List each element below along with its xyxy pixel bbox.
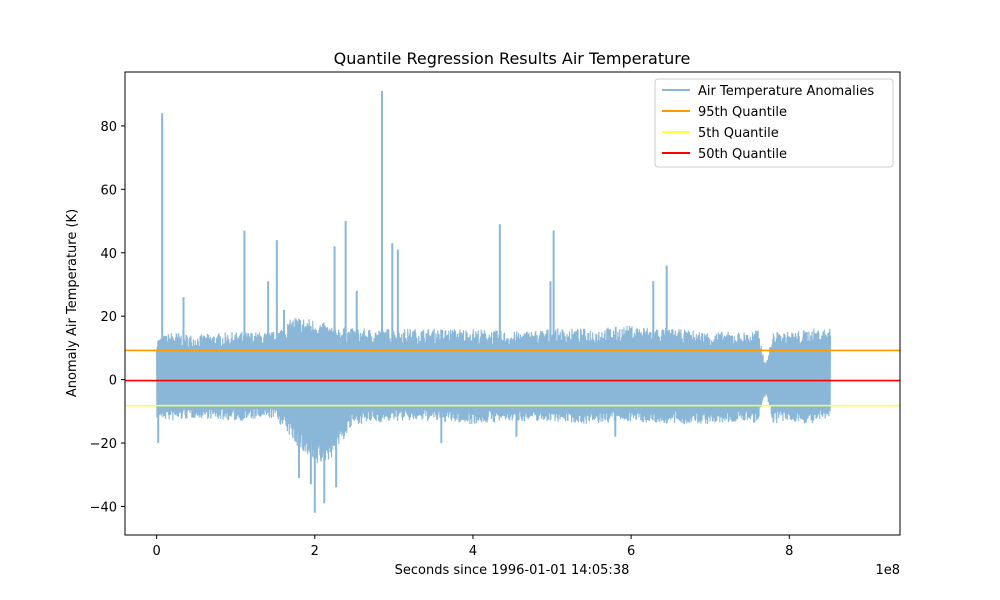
y-tick-label: 0 xyxy=(109,374,117,389)
plot-content xyxy=(125,91,900,513)
y-tick-label: 20 xyxy=(100,310,117,325)
axes-frame xyxy=(124,71,901,536)
legend-label-50th: 50th Quantile xyxy=(698,147,787,162)
x-tick-label: 2 xyxy=(311,544,319,559)
x-tick-label: 0 xyxy=(152,544,160,559)
x-tick-label: 4 xyxy=(469,544,477,559)
legend-label-anomalies: Air Temperature Anomalies xyxy=(698,84,874,99)
y-tick-label: −40 xyxy=(90,500,117,515)
x-axis-label: Seconds since 1996-01-01 14:05:38 xyxy=(395,563,630,578)
x-axis-offset-label: 1e8 xyxy=(875,563,900,578)
series-air-temperature-anomalies xyxy=(156,318,832,464)
ticks-layer: 0 2 4 6 8 −40 −20 0 20 40 60 80 xyxy=(90,120,794,559)
legend-label-5th: 5th Quantile xyxy=(698,126,779,141)
legend-label-95th: 95th Quantile xyxy=(698,105,787,120)
y-tick-label: 60 xyxy=(100,183,117,198)
x-tick-label: 8 xyxy=(785,544,793,559)
y-tick-label: 40 xyxy=(100,247,117,262)
legend-box xyxy=(654,78,894,168)
x-tick-label: 6 xyxy=(627,544,635,559)
y-tick-label: −20 xyxy=(90,437,117,452)
y-tick-label: 80 xyxy=(100,120,117,135)
y-axis-label: Anomaly Air Temperature (K) xyxy=(65,209,80,397)
chart-title: Quantile Regression Results Air Temperat… xyxy=(334,49,691,68)
legend: Air Temperature Anomalies 95th Quantile … xyxy=(654,78,894,168)
